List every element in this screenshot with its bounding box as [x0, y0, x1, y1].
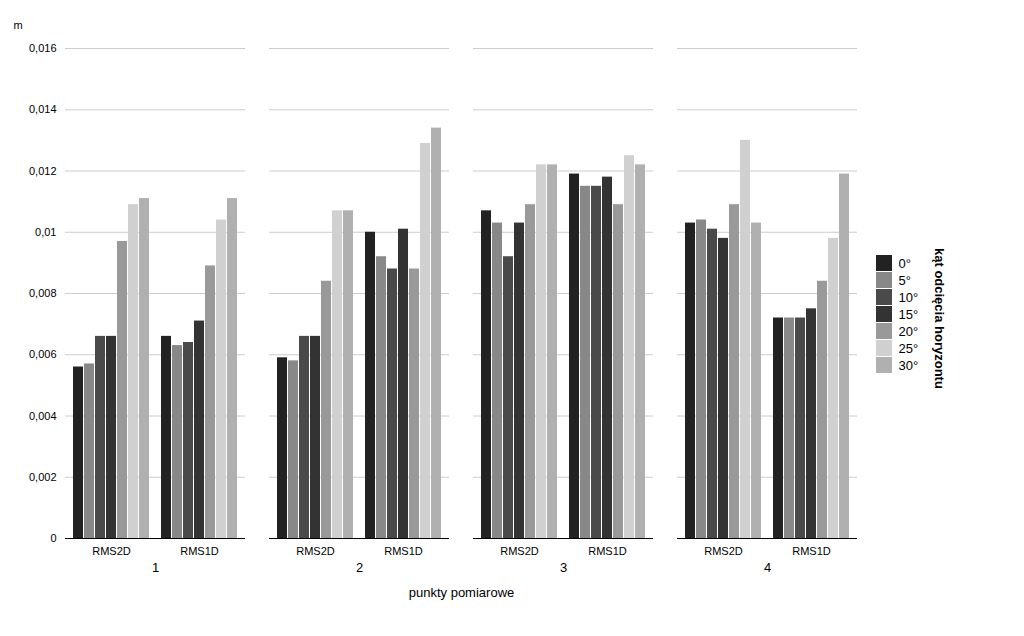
svg-text:1: 1: [152, 560, 159, 575]
html-text:30°: 30°: [898, 357, 919, 373]
html-text:10°: 10°: [898, 289, 919, 305]
svg-text:RMS1D: RMS1D: [180, 545, 219, 557]
svg-text:RMS2D: RMS2D: [296, 545, 335, 557]
svg-text:0,012: 0,012: [29, 165, 57, 177]
svg-text:RMS1D: RMS1D: [792, 545, 831, 557]
html-text:20°: 20°: [898, 323, 919, 339]
svg-text:RMS1D: RMS1D: [588, 545, 627, 557]
svg-text:RMS2D: RMS2D: [92, 545, 131, 557]
svg-text:2: 2: [356, 560, 363, 575]
svg-text:4: 4: [764, 560, 771, 575]
html-text:0°: 0°: [898, 255, 911, 271]
svg-text:RMS2D: RMS2D: [500, 545, 539, 557]
svg-text:0,016: 0,016: [29, 42, 57, 54]
html-text:kąt odcięcia horyzontu: kąt odcięcia horyzontu: [932, 247, 948, 389]
svg-text:0,008: 0,008: [29, 287, 57, 299]
svg-text:RMS2D: RMS2D: [704, 545, 743, 557]
svg-text:0,014: 0,014: [29, 103, 57, 115]
svg-text:0,01: 0,01: [35, 226, 56, 238]
html-text:25°: 25°: [898, 340, 919, 356]
svg-text:0: 0: [50, 532, 56, 544]
html-text:5°: 5°: [898, 272, 911, 288]
svg-text:m: m: [14, 19, 23, 31]
svg-text:0,006: 0,006: [29, 348, 57, 360]
svg-text:RMS1D: RMS1D: [384, 545, 423, 557]
svg-text:punkty pomiarowe: punkty pomiarowe: [409, 585, 515, 600]
svg-text:3: 3: [560, 560, 567, 575]
html-text:15°: 15°: [898, 306, 919, 322]
svg-text:0,004: 0,004: [29, 410, 57, 422]
svg-text:0,002: 0,002: [29, 471, 57, 483]
